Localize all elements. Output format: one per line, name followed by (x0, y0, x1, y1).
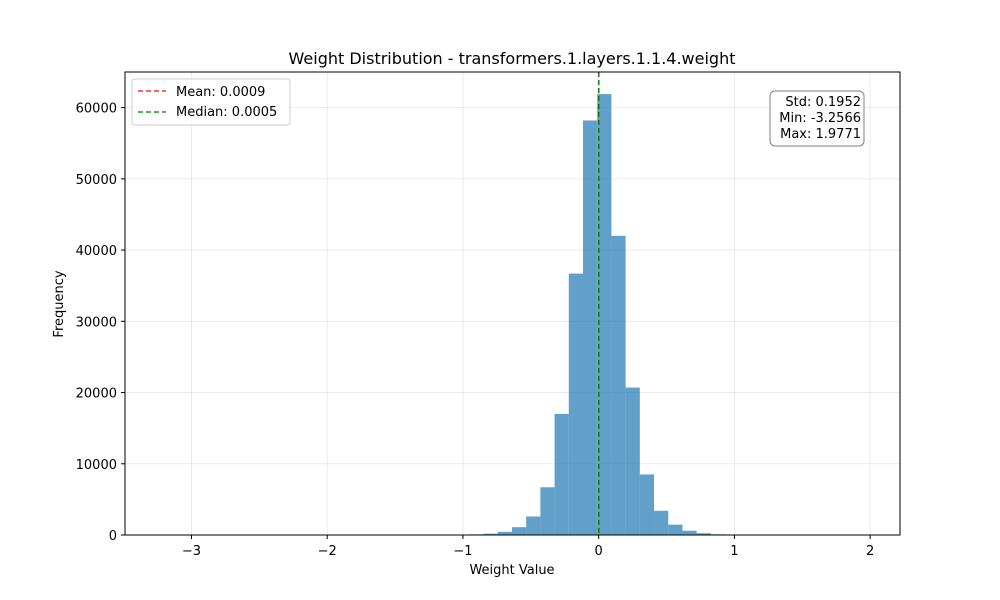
histogram-bar (540, 487, 555, 535)
y-tick-label: 30000 (76, 315, 117, 330)
histogram-bar (483, 533, 498, 535)
histogram-bar (696, 533, 711, 535)
stats-box-frame (769, 90, 865, 147)
histogram-bar (497, 531, 512, 535)
histogram-bar (654, 510, 669, 535)
legend-median-label: Median: 0.0005 (176, 105, 277, 120)
legend-box (131, 78, 291, 126)
stats-max: Max: 1.9771 (780, 127, 861, 142)
histogram-bar (597, 94, 612, 535)
x-tick-label: −1 (453, 544, 472, 559)
histogram-bar (625, 387, 640, 535)
y-tick-label: 60000 (76, 102, 117, 117)
stats-min: Min: -3.2566 (779, 111, 861, 126)
y-tick-label: 40000 (76, 244, 117, 259)
histogram-bar (568, 273, 583, 535)
x-tick-label: 0 (595, 544, 603, 559)
legend: Mean: 0.0009 Median: 0.0005 (131, 78, 291, 126)
y-axis-label: Frequency (52, 270, 67, 337)
stats-box: Std: 0.1952 Min: -3.2566 Max: 1.9771 (769, 90, 865, 147)
histogram-bar (639, 474, 655, 535)
y-tick-label: 50000 (76, 173, 117, 188)
x-axis-ticks: −3 −2 −1 0 1 2 (182, 535, 874, 559)
x-tick-label: 2 (866, 544, 874, 559)
x-axis-label: Weight Value (469, 563, 554, 578)
y-tick-label: 10000 (76, 458, 117, 473)
histogram-bar (582, 120, 598, 535)
histogram-bars (156, 94, 868, 536)
histogram-bar (526, 516, 541, 535)
histogram-bar (554, 413, 569, 535)
stats-std: Std: 0.1952 (785, 95, 861, 110)
y-tick-label: 20000 (76, 387, 117, 402)
plot-frame (124, 71, 901, 536)
histogram-bar (668, 524, 683, 535)
histogram-bar (511, 527, 527, 535)
chart-title: Weight Distribution - transformers.1.lay… (289, 49, 736, 68)
histogram-bar (682, 530, 697, 535)
legend-mean-label: Mean: 0.0009 (176, 85, 265, 100)
y-axis-ticks: 0 10000 20000 30000 40000 50000 60000 (76, 102, 125, 544)
x-tick-label: −3 (182, 544, 201, 559)
x-tick-label: −2 (318, 544, 337, 559)
x-tick-label: 1 (730, 544, 738, 559)
y-tick-label: 0 (109, 529, 117, 544)
histogram-bar (611, 235, 626, 536)
